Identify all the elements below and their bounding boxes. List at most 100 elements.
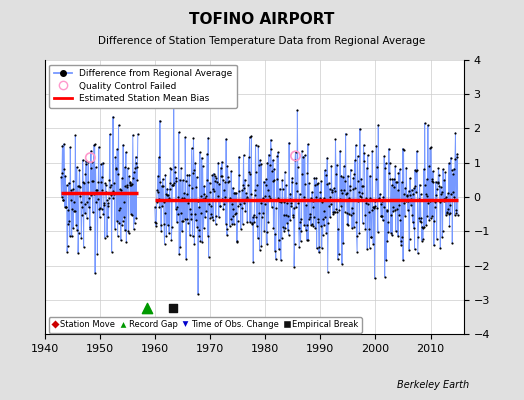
Point	[98, 174, 106, 180]
Point	[159, 183, 167, 189]
Point	[132, 160, 140, 166]
Point	[177, 165, 185, 171]
Point	[175, 251, 183, 257]
Point	[425, 198, 434, 204]
Text: Difference of Station Temperature Data from Regional Average: Difference of Station Temperature Data f…	[99, 36, 425, 46]
Point	[245, 134, 254, 140]
Point	[285, 232, 293, 238]
Point	[410, 246, 419, 252]
Point	[289, 212, 297, 218]
Point	[288, 179, 296, 185]
Point	[352, 142, 360, 148]
Point	[268, 178, 277, 184]
Point	[301, 181, 309, 187]
Point	[63, 242, 72, 249]
Point	[131, 165, 139, 172]
Point	[395, 212, 403, 218]
Point	[266, 194, 275, 201]
Point	[101, 234, 109, 241]
Point	[407, 202, 415, 208]
Point	[332, 171, 340, 178]
Point	[378, 198, 386, 204]
Point	[282, 182, 290, 188]
Point	[65, 217, 73, 224]
Point	[413, 167, 421, 174]
Point	[85, 224, 94, 230]
Point	[379, 194, 387, 200]
Point	[61, 173, 69, 179]
Point	[73, 227, 81, 233]
Point	[188, 233, 196, 240]
Point	[336, 148, 344, 154]
Point	[385, 146, 393, 152]
Point	[74, 230, 83, 237]
Point	[318, 198, 326, 205]
Point	[128, 180, 136, 187]
Point	[195, 233, 204, 239]
Point	[404, 198, 412, 204]
Point	[292, 180, 301, 186]
Point	[427, 215, 435, 221]
Point	[336, 187, 345, 194]
Point	[89, 209, 97, 216]
Point	[156, 117, 164, 124]
Point	[331, 209, 339, 215]
Point	[168, 182, 177, 188]
Point	[241, 208, 249, 215]
Point	[271, 231, 279, 237]
Point	[399, 257, 407, 264]
Point	[316, 189, 324, 195]
Point	[71, 208, 79, 214]
Point	[407, 196, 416, 202]
Point	[412, 168, 421, 174]
Point	[223, 163, 232, 169]
Point	[332, 206, 341, 212]
Point	[189, 170, 197, 176]
Point	[443, 206, 452, 212]
Point	[294, 224, 303, 231]
Point	[86, 164, 95, 171]
Point	[258, 214, 266, 220]
Point	[91, 141, 99, 148]
Point	[348, 210, 357, 216]
Point	[60, 166, 69, 172]
Point	[292, 204, 300, 210]
Point	[353, 233, 361, 239]
Point	[363, 246, 372, 252]
Point	[283, 227, 292, 233]
Point	[308, 189, 316, 195]
Point	[82, 161, 91, 167]
Point	[339, 174, 347, 180]
Point	[68, 206, 77, 212]
Point	[387, 182, 396, 189]
Point	[127, 182, 136, 188]
Point	[339, 240, 347, 246]
Point	[440, 196, 449, 202]
Point	[282, 220, 291, 226]
Point	[352, 219, 361, 226]
Point	[246, 219, 254, 225]
Point	[268, 168, 276, 175]
Point	[120, 199, 128, 206]
Point	[95, 205, 103, 212]
Point	[408, 212, 417, 219]
Point	[368, 148, 376, 154]
Point	[151, 222, 160, 229]
Point	[79, 157, 87, 163]
Point	[244, 154, 253, 161]
Point	[313, 216, 322, 222]
Point	[171, 169, 179, 175]
Point	[311, 225, 320, 231]
Point	[59, 196, 68, 203]
Point	[397, 242, 406, 248]
Point	[270, 248, 279, 254]
Point	[244, 182, 253, 188]
Point	[99, 186, 107, 193]
Point	[174, 129, 183, 136]
Point	[260, 201, 269, 207]
Point	[326, 201, 335, 208]
Point	[355, 229, 364, 236]
Point	[450, 166, 458, 172]
Point	[226, 223, 234, 229]
Point	[433, 179, 442, 185]
